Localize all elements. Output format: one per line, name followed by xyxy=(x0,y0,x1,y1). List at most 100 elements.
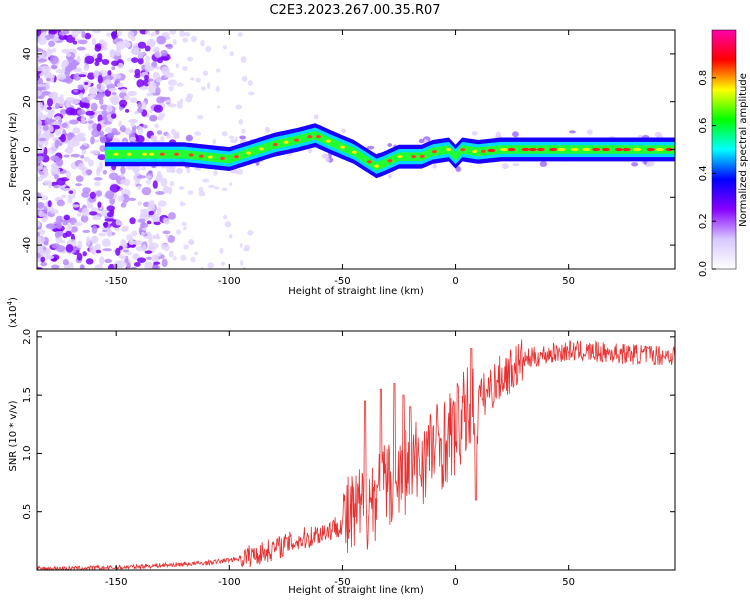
speckle xyxy=(165,99,171,103)
speckle xyxy=(141,232,145,236)
speckle xyxy=(153,180,158,188)
speckle xyxy=(188,239,194,245)
ridge-peak xyxy=(446,148,451,151)
ridge-peak xyxy=(234,155,239,158)
y-tick-label: 0.5 xyxy=(22,504,33,520)
speckle xyxy=(145,250,153,253)
speckle xyxy=(45,82,50,90)
speckle xyxy=(46,78,50,82)
speckle xyxy=(54,122,58,125)
speckle xyxy=(111,66,115,70)
speckle xyxy=(131,36,136,41)
speckle xyxy=(73,89,77,92)
speckle xyxy=(89,86,97,94)
ridge-peak xyxy=(592,148,600,151)
speckle xyxy=(88,120,94,123)
speckle xyxy=(325,157,330,162)
speckle xyxy=(156,78,162,83)
speckle xyxy=(77,213,81,217)
colorbar: 0.00.20.40.60.8 Normalized spectral ampl… xyxy=(698,30,749,277)
speckle xyxy=(77,84,84,90)
speckle xyxy=(52,243,61,249)
speckle xyxy=(92,38,96,45)
ridge-peak xyxy=(127,153,132,156)
speckle xyxy=(74,222,83,226)
speckle xyxy=(149,115,157,122)
speckle xyxy=(55,103,59,110)
speckle xyxy=(75,183,82,186)
snr-y-multiplier-close: ) xyxy=(8,297,19,301)
speckle xyxy=(120,166,125,175)
y-tick-label: -40 xyxy=(22,237,33,253)
y-tick-label: 1.5 xyxy=(22,387,33,403)
speckle xyxy=(118,121,122,127)
speckle xyxy=(222,131,228,136)
speckle xyxy=(160,136,164,143)
speckle xyxy=(120,174,124,178)
speckle xyxy=(173,133,180,139)
speckle xyxy=(314,114,319,119)
speckle xyxy=(229,51,234,56)
ridge-peak xyxy=(656,148,664,151)
speckle xyxy=(162,259,168,267)
speckle xyxy=(127,91,137,96)
speckle xyxy=(241,129,245,134)
speckle xyxy=(97,166,103,172)
speckle xyxy=(64,215,70,221)
spectrogram-y-axis-label: Frequency (Hz) xyxy=(8,112,19,188)
speckle xyxy=(156,174,163,180)
speckle xyxy=(134,69,140,75)
speckle xyxy=(176,63,179,68)
speckle xyxy=(139,86,148,90)
speckle xyxy=(145,56,150,62)
speckle xyxy=(62,60,69,67)
colorbar-tick-label: 0.8 xyxy=(698,70,709,86)
speckle xyxy=(86,169,92,174)
speckle xyxy=(78,133,83,138)
speckle xyxy=(120,256,126,260)
ridge-peak xyxy=(142,153,147,156)
speckle xyxy=(180,201,183,206)
speckle xyxy=(102,110,108,117)
speckle xyxy=(152,82,157,88)
speckle xyxy=(248,92,255,96)
speckle xyxy=(76,245,83,248)
speckle xyxy=(34,111,43,120)
ridge-peak xyxy=(160,153,165,156)
speckle xyxy=(163,230,171,234)
speckle xyxy=(37,236,45,244)
speckle xyxy=(82,208,90,217)
speckle xyxy=(90,192,96,199)
speckle xyxy=(190,77,194,80)
speckle xyxy=(165,235,169,239)
speckle xyxy=(148,170,152,173)
x-tick-label: -100 xyxy=(218,276,241,287)
speckle xyxy=(182,66,187,71)
speckle xyxy=(80,145,87,150)
speckle xyxy=(96,250,102,254)
snr-x-axis-label: Height of straight line (km) xyxy=(288,585,424,596)
speckle xyxy=(229,182,232,186)
speckle xyxy=(98,233,106,237)
speckle xyxy=(40,257,45,263)
speckle xyxy=(40,174,48,178)
speckle xyxy=(142,228,147,231)
ridge-peak xyxy=(259,147,264,150)
ridge-peak xyxy=(623,148,631,151)
speckle xyxy=(129,137,136,142)
speckle xyxy=(34,125,41,134)
ridge-peak xyxy=(199,155,204,158)
speckle xyxy=(62,123,68,128)
speckle xyxy=(106,228,112,237)
figure-title: C2E3.2023.267.00.35.R07 xyxy=(269,3,440,18)
speckle xyxy=(203,71,208,76)
speckle xyxy=(89,211,97,215)
speckle xyxy=(129,240,135,245)
ridge-peak xyxy=(284,141,289,144)
speckle xyxy=(81,115,86,123)
speckle xyxy=(149,109,152,113)
speckle xyxy=(119,222,123,225)
speckle xyxy=(144,75,149,80)
speckle xyxy=(46,133,55,138)
speckle xyxy=(225,221,232,227)
